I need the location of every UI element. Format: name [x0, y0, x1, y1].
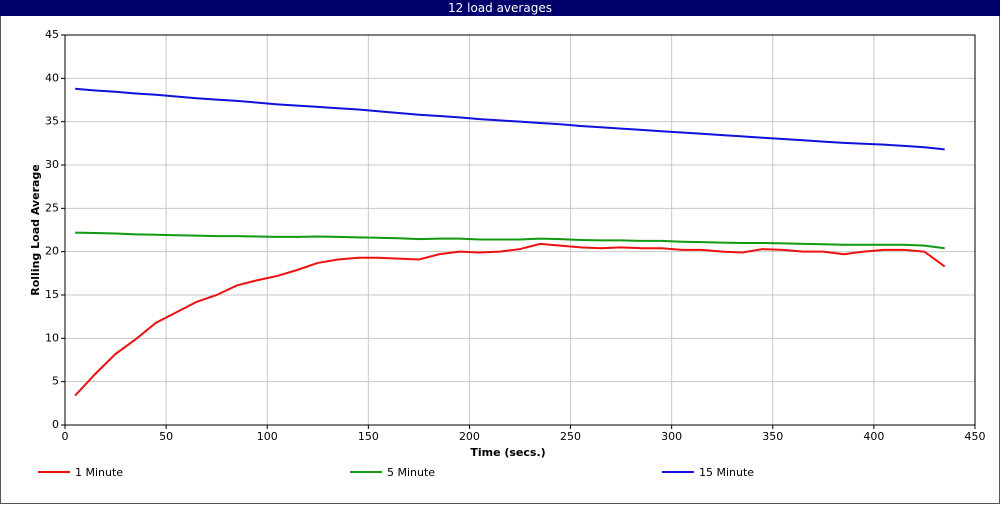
x-tick-label: 350: [762, 430, 783, 443]
legend-label: 5 Minute: [387, 466, 435, 479]
data-line: [75, 87, 945, 151]
plot-area: [64, 34, 976, 426]
legend-label: 1 Minute: [75, 466, 123, 479]
data-line: [74, 242, 946, 397]
x-tick-label: 0: [62, 430, 69, 443]
y-tick-label: 15: [45, 288, 59, 301]
x-tick-label: 100: [257, 430, 278, 443]
title-bar: [0, 0, 1000, 16]
y-tick-label: 0: [52, 418, 59, 431]
y-tick-label: 25: [45, 201, 59, 214]
x-tick-label: 200: [459, 430, 480, 443]
y-tick-label: 30: [45, 158, 59, 171]
y-axis-label: Rolling Load Average: [29, 164, 42, 296]
window-title: 12 load averages: [448, 1, 552, 15]
y-tick-label: 35: [45, 115, 59, 128]
x-tick-label: 300: [661, 430, 682, 443]
x-tick-label: 400: [863, 430, 884, 443]
x-tick-label: 150: [358, 430, 379, 443]
y-tick-label: 20: [45, 245, 59, 258]
legend-label: 15 Minute: [699, 466, 754, 479]
x-tick-label: 450: [965, 430, 986, 443]
plot-border: [64, 34, 976, 426]
y-tick-label: 40: [45, 71, 59, 84]
x-tick-label: 250: [560, 430, 581, 443]
y-tick-label: 5: [52, 375, 59, 388]
data-line: [75, 231, 945, 250]
x-axis-label: Time (secs.): [470, 446, 545, 459]
y-tick-label: 10: [45, 331, 59, 344]
x-tick-label: 50: [159, 430, 173, 443]
y-tick-label: 45: [45, 28, 59, 41]
